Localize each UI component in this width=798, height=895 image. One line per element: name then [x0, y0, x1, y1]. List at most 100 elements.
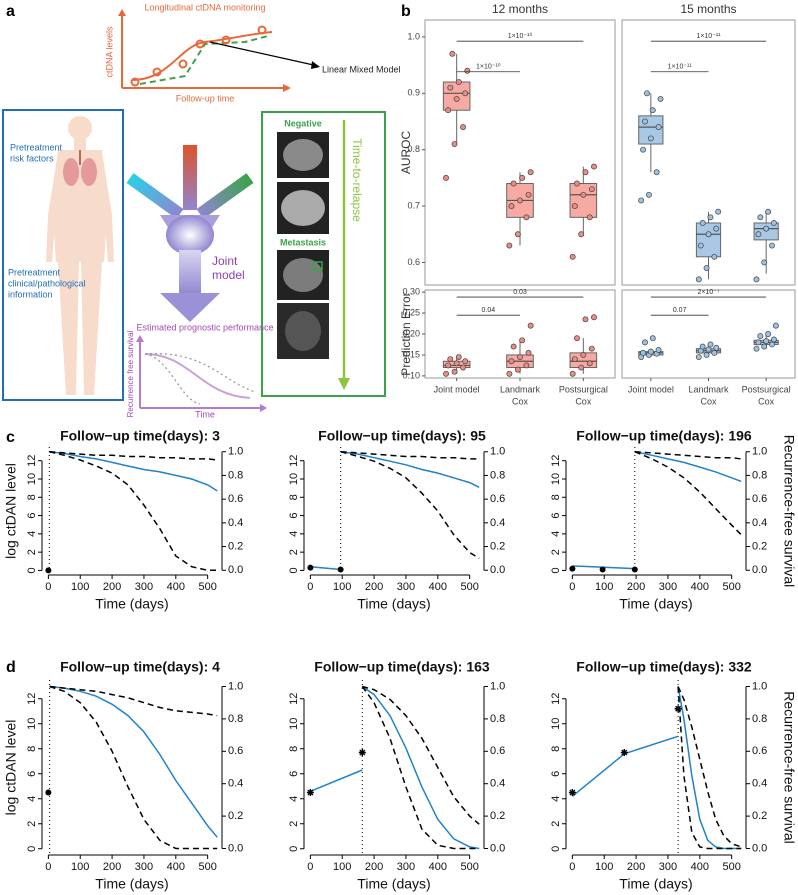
x-tick-label: 300	[659, 861, 677, 873]
y-tick-label: 2	[288, 549, 300, 555]
diagram-text: risk factors	[10, 153, 54, 163]
curve	[144, 353, 251, 399]
y-tick-label: 0	[550, 567, 562, 573]
y-tick-label: 0.25	[402, 307, 420, 317]
arrowhead	[160, 293, 220, 322]
data-point	[647, 135, 654, 142]
observed-point	[631, 566, 638, 573]
y-tick-label: 0.8	[407, 144, 420, 154]
panel-frame	[424, 19, 616, 286]
diagram-text: Follow-up time	[176, 93, 235, 103]
data-point	[506, 370, 513, 377]
data-point	[445, 362, 452, 369]
y-axis-label: AUROC	[399, 131, 413, 175]
x-tick-label: Joint model	[628, 384, 674, 394]
comparison-label: 0.03	[513, 289, 527, 296]
y-axis-label: log ctDAN level	[3, 720, 19, 816]
data-point	[757, 214, 764, 221]
y-tick-label: 8	[26, 494, 38, 500]
y2-tick-label: 0.0	[228, 564, 243, 576]
y-tick-label: 8	[288, 494, 300, 500]
y-tick-label: 12	[550, 693, 562, 705]
data-point	[578, 231, 585, 238]
x-tick-label: 500	[722, 861, 740, 873]
y-tick-label: 6	[550, 513, 562, 519]
circle	[257, 25, 267, 35]
y2-tick-label: 1.0	[752, 680, 767, 692]
data-point	[591, 163, 597, 170]
data-point	[525, 191, 532, 198]
y-tick-label: 10	[550, 718, 562, 730]
y-tick-label: 4	[288, 531, 300, 537]
x-tick-label: Postsurgical	[742, 384, 791, 394]
survival-line	[340, 450, 480, 488]
comparison-label: 2×10⁻⁷	[698, 289, 720, 296]
x-axis-label: Time (days)	[95, 596, 168, 612]
x-tick-label: 0	[569, 581, 575, 593]
x-tick-label: 0	[307, 581, 313, 593]
data-point	[713, 225, 720, 232]
y2-tick-label: 0.0	[752, 564, 767, 576]
data-point	[443, 370, 449, 377]
x-tick-label: 200	[365, 581, 383, 593]
ct-detail	[283, 139, 323, 171]
leg	[81, 262, 102, 395]
x-tick-label: 100	[71, 581, 89, 593]
diagram-text: Negative	[284, 118, 322, 128]
panel-title: Follow−up time(days): 95	[318, 428, 486, 444]
y-tick-label: 0.30	[402, 286, 420, 296]
observed-point	[620, 749, 628, 756]
monitoring-sketch: Longitudinal ctDNA monitoring ctDNA leve…	[104, 2, 400, 103]
data-point	[453, 95, 460, 102]
y2-axis-label: Recurrence-free survival	[781, 435, 797, 588]
data-point	[640, 349, 647, 356]
comparison-label: 0.04	[482, 307, 496, 314]
x-tick-label: Landmark	[688, 384, 729, 394]
y2-tick-label: 0.4	[752, 517, 767, 529]
panel-label: b	[401, 3, 411, 20]
y-tick-label: 4	[550, 796, 562, 802]
y-tick-label: 12	[550, 455, 562, 467]
data-point	[755, 339, 762, 346]
neck	[74, 138, 86, 150]
data-point	[642, 118, 648, 125]
data-point	[453, 360, 460, 367]
x-tick-label: 0	[45, 861, 51, 873]
data-point	[523, 214, 530, 221]
arrowhead	[311, 61, 320, 69]
data-point	[588, 345, 595, 352]
y-tick-label: 10	[26, 718, 38, 730]
y-axis-label: log ctDAN level	[3, 463, 19, 559]
data-point	[763, 225, 770, 232]
data-point	[571, 203, 578, 210]
data-point	[460, 124, 467, 131]
y2-tick-label: 0.2	[490, 810, 505, 822]
x-axis-label: Time (days)	[619, 876, 692, 892]
curve	[144, 353, 201, 405]
data-point	[644, 90, 650, 97]
x-tick-label: 300	[659, 581, 677, 593]
data-point	[765, 208, 772, 215]
y-tick-label: 8	[288, 746, 300, 752]
data-point	[462, 90, 469, 97]
data-point	[649, 335, 656, 342]
observed-point	[45, 789, 52, 796]
y-tick-label: 6	[288, 513, 300, 519]
y-tick-label: 2	[26, 821, 38, 827]
x-tick-label: Joint model	[434, 384, 480, 394]
observed-point	[674, 705, 682, 713]
data-point	[527, 169, 534, 176]
arm	[98, 152, 114, 262]
observed-point	[599, 566, 606, 573]
data-point	[447, 356, 454, 363]
ctdna-fit	[310, 769, 363, 792]
x-tick-label: 200	[627, 861, 645, 873]
y2-tick-label: 1.0	[752, 446, 767, 458]
data-point	[527, 322, 534, 329]
frame	[261, 111, 386, 397]
y2-tick-label: 0.8	[752, 713, 767, 725]
data-point	[449, 50, 456, 57]
x-tick-label: Postsurgical	[559, 384, 608, 394]
x-tick-label: 400	[167, 861, 185, 873]
